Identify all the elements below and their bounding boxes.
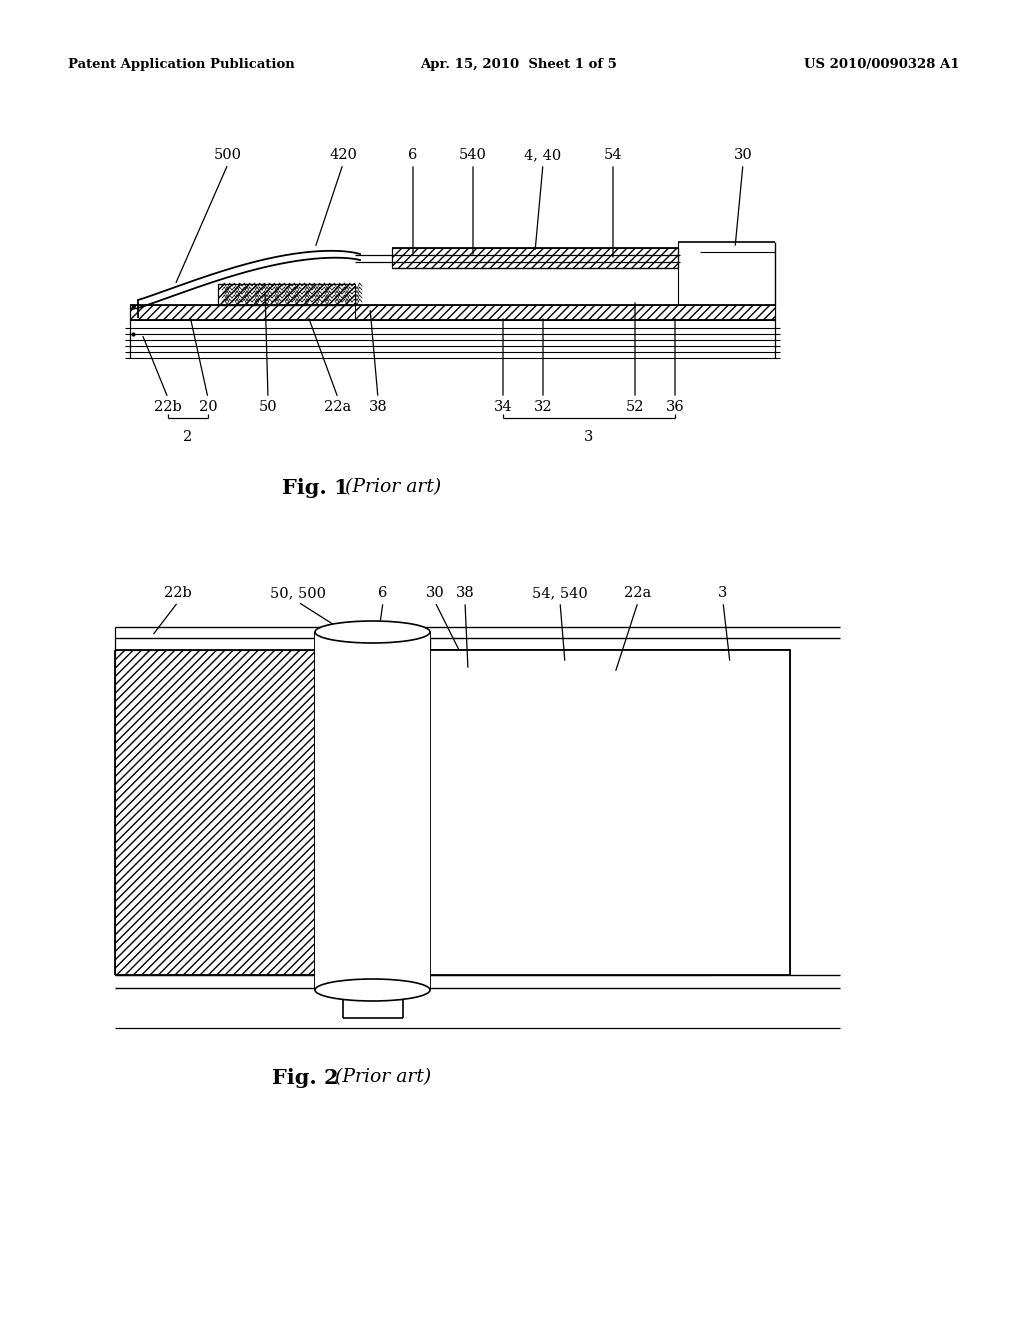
Text: (Prior art): (Prior art) — [335, 1068, 431, 1086]
Text: Apr. 15, 2010  Sheet 1 of 5: Apr. 15, 2010 Sheet 1 of 5 — [420, 58, 616, 71]
Ellipse shape — [315, 979, 430, 1001]
Text: US 2010/0090328 A1: US 2010/0090328 A1 — [805, 58, 961, 71]
Text: 30: 30 — [426, 586, 444, 601]
Text: Fig. 1: Fig. 1 — [282, 478, 356, 498]
Text: 32: 32 — [534, 400, 552, 414]
Text: 50, 500: 50, 500 — [270, 586, 326, 601]
Polygon shape — [430, 649, 790, 975]
Polygon shape — [130, 305, 355, 319]
Text: 500: 500 — [214, 148, 242, 162]
Text: 52: 52 — [626, 400, 644, 414]
Polygon shape — [115, 649, 315, 975]
Text: 22a: 22a — [625, 586, 651, 601]
Text: 38: 38 — [369, 400, 387, 414]
Text: 20: 20 — [199, 400, 217, 414]
Text: 3: 3 — [718, 586, 728, 601]
Text: 3: 3 — [585, 430, 594, 444]
Polygon shape — [218, 284, 355, 305]
Text: 36: 36 — [666, 400, 684, 414]
Text: 34: 34 — [494, 400, 512, 414]
Text: 22b: 22b — [164, 586, 191, 601]
Ellipse shape — [315, 620, 430, 643]
Text: Fig. 2: Fig. 2 — [272, 1068, 346, 1088]
Polygon shape — [315, 632, 430, 990]
Text: 540: 540 — [459, 148, 487, 162]
Text: (Prior art): (Prior art) — [345, 478, 441, 496]
Text: 2: 2 — [183, 430, 193, 444]
Text: 54, 540: 54, 540 — [532, 586, 588, 601]
Text: 54: 54 — [604, 148, 623, 162]
Text: 38: 38 — [456, 586, 474, 601]
Text: 420: 420 — [329, 148, 357, 162]
Text: Patent Application Publication: Patent Application Publication — [68, 58, 295, 71]
Text: 30: 30 — [733, 148, 753, 162]
Text: 22a: 22a — [325, 400, 351, 414]
Text: 4, 40: 4, 40 — [524, 148, 561, 162]
Text: 22b: 22b — [155, 400, 182, 414]
Polygon shape — [392, 248, 678, 268]
Polygon shape — [355, 305, 775, 319]
Text: 50: 50 — [259, 400, 278, 414]
Polygon shape — [315, 649, 710, 975]
Text: 6: 6 — [378, 586, 388, 601]
Text: 6: 6 — [409, 148, 418, 162]
